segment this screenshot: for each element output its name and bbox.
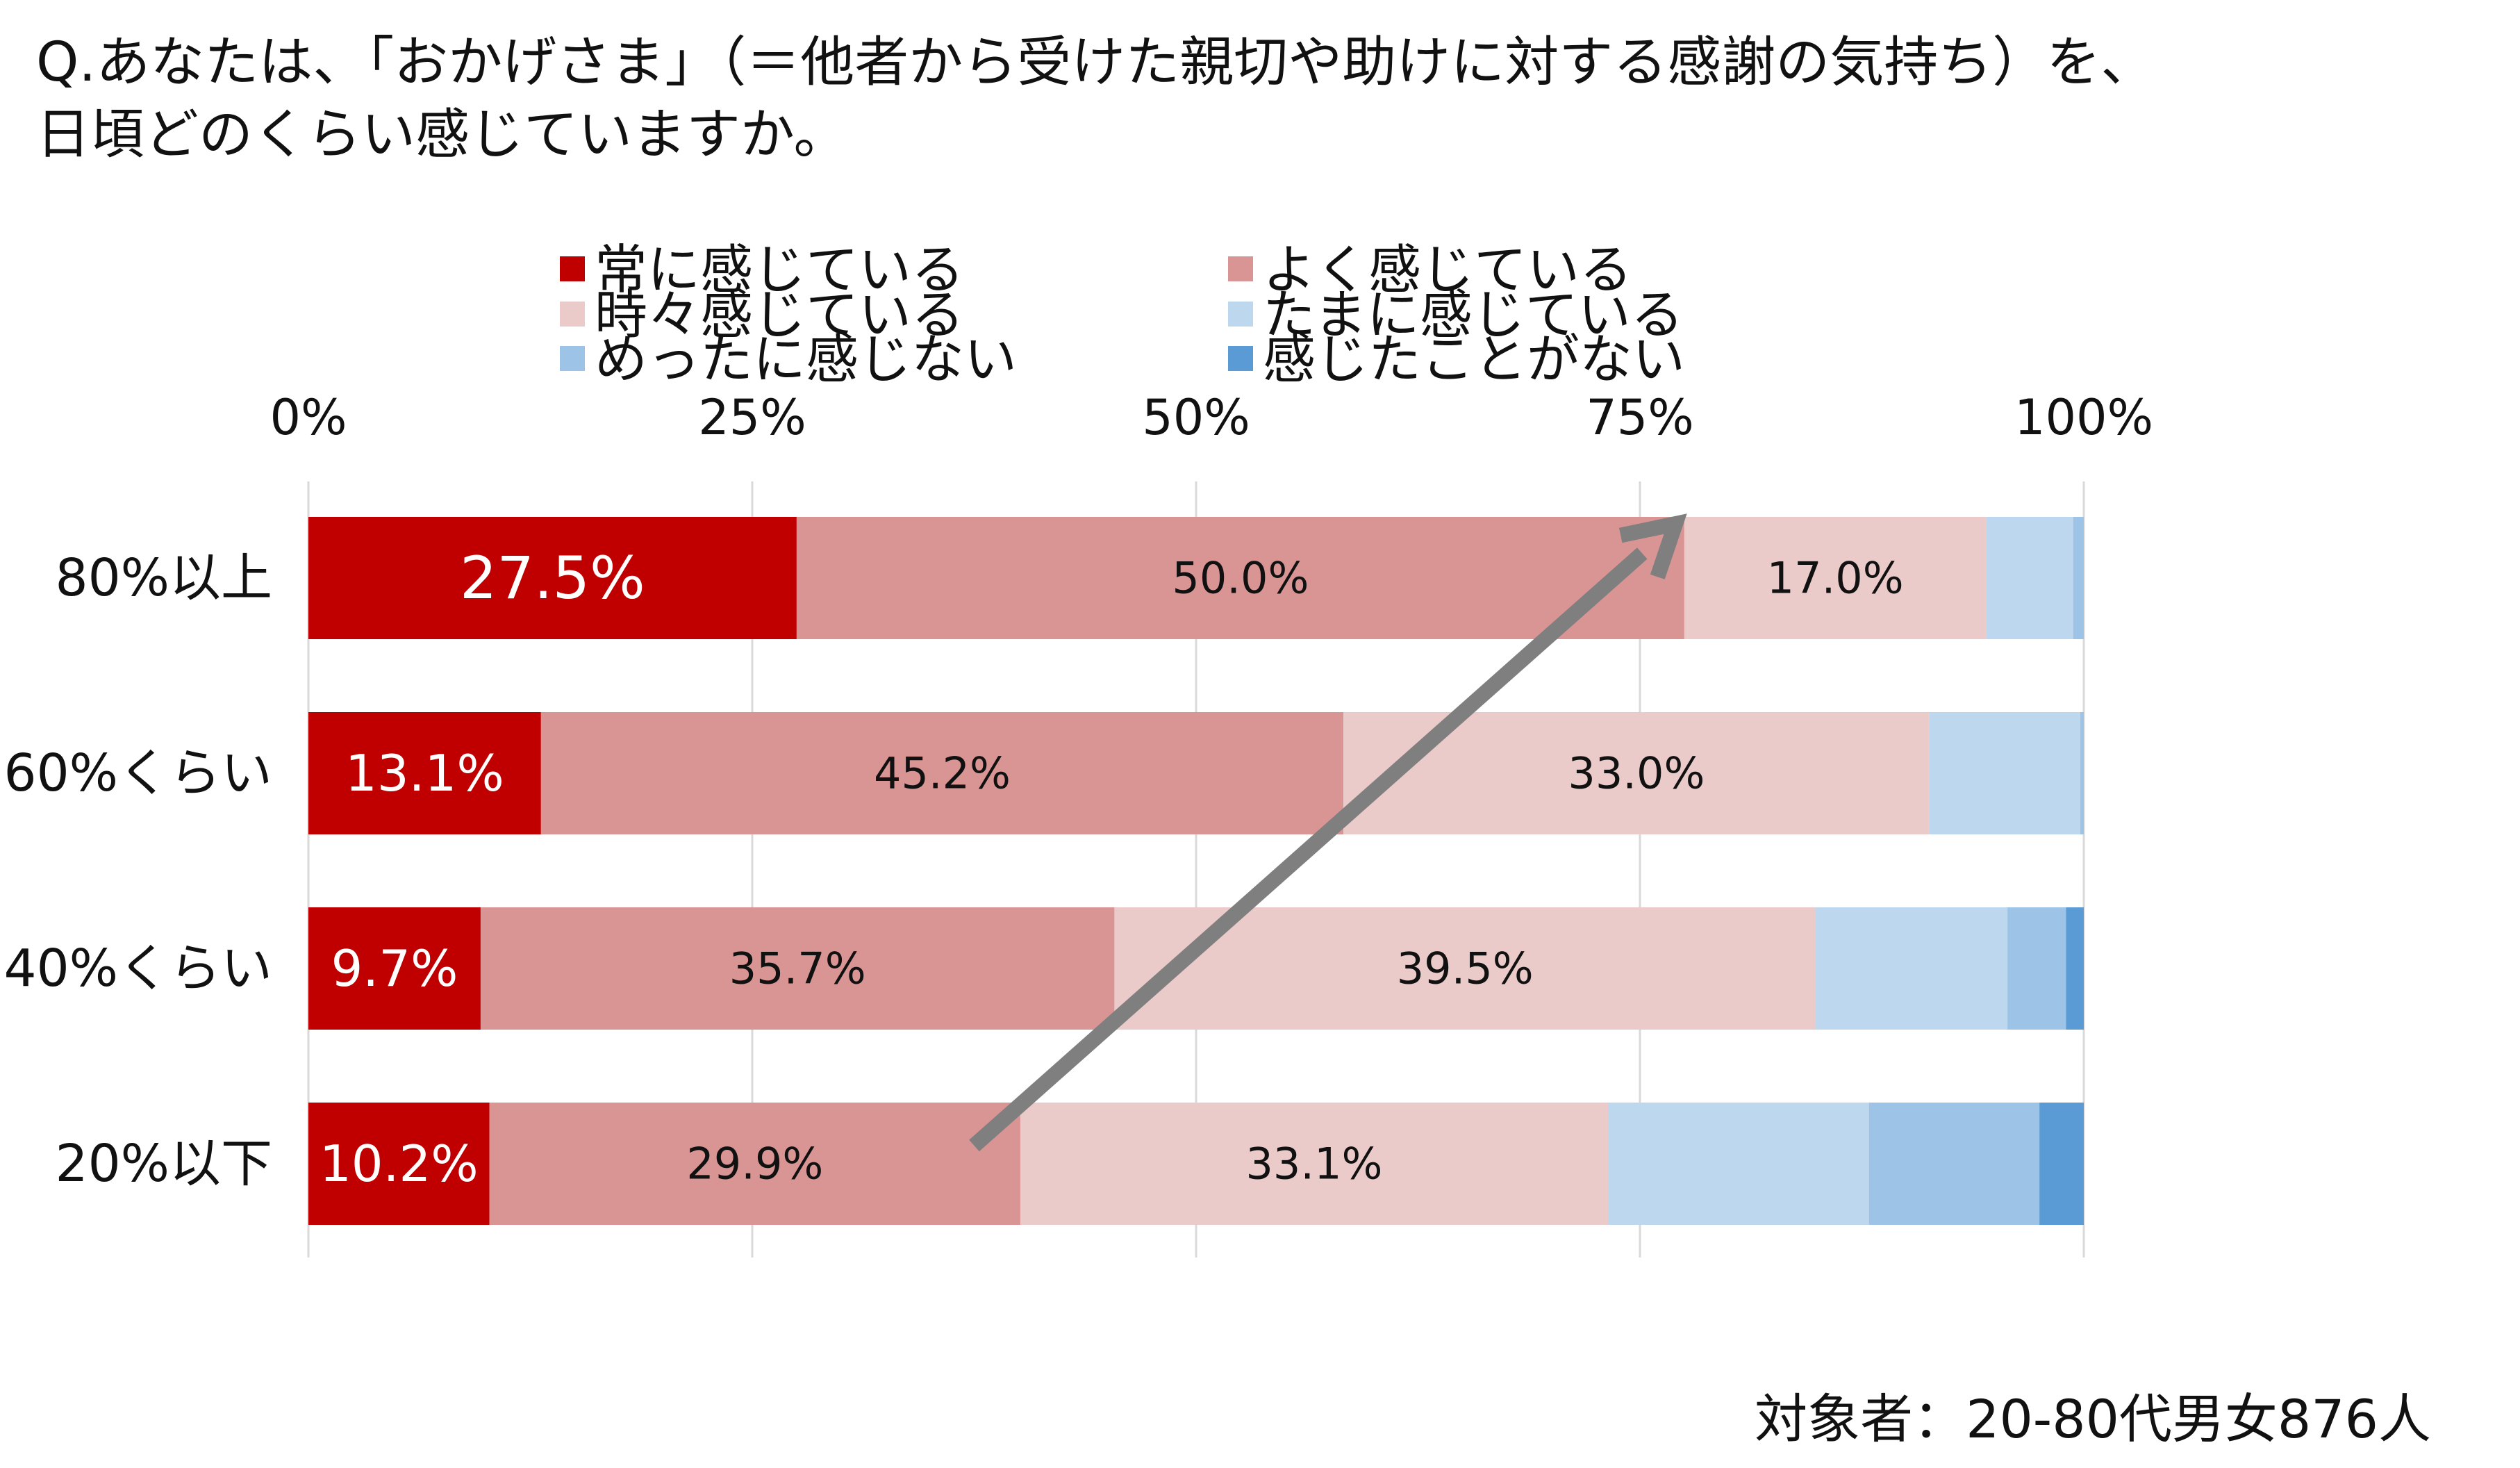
data-label-often: 35.7%: [729, 943, 866, 994]
value-labels: 27.5% 50.0% 17.0% 13.1% 45.2% 33.0% 9.7% 35.7% 3…: [320, 544, 1904, 1193]
bar-segment-always: [308, 1103, 490, 1225]
legend-label-always: 常に感じている: [595, 239, 964, 301]
data-label-sometimes: 33.0%: [1568, 748, 1705, 799]
bar-segment-occasionally: [1607, 1103, 1869, 1225]
category-label: 40%くらい: [4, 939, 272, 998]
bar-segment-rarely: [2007, 907, 2066, 1030]
legend-swatch-never: [1228, 346, 1253, 371]
bar-segment-rarely: [1868, 1103, 2040, 1225]
x-axis-ticks: 0% 25% 50% 75% 100%: [270, 389, 2153, 446]
category-labels: 80%以上 60%くらい 40%くらい 20%以下: [4, 548, 272, 1194]
legend-label-rarely: めったに感じない: [595, 329, 1017, 390]
bar-segment-often: [540, 712, 1344, 834]
bar-segment-never: [2066, 907, 2084, 1030]
data-label-sometimes: 33.1%: [1245, 1139, 1382, 1189]
x-tick-label: 25%: [698, 389, 806, 446]
bar-segment-occasionally: [1816, 907, 2008, 1030]
legend-item-often: よく感じている: [1228, 239, 1632, 301]
data-label-sometimes: 17.0%: [1767, 553, 1904, 604]
question-line-2: 日頃どのくらい感じていますか。: [36, 104, 848, 166]
legend-item-never: 感じたことがない: [1228, 329, 1685, 390]
trend-arrow: [969, 513, 1687, 1152]
bar-segment-rarely: [2080, 712, 2084, 834]
x-tick-label: 100%: [2014, 389, 2153, 446]
data-label-often: 45.2%: [874, 748, 1011, 799]
legend-label-occasionally: たまに感じている: [1263, 284, 1684, 346]
bar-segment-occasionally: [1986, 517, 2073, 639]
data-label-often: 50.0%: [1172, 553, 1309, 604]
legend-swatch-sometimes: [560, 302, 585, 327]
legend-label-often: よく感じている: [1263, 239, 1632, 301]
trend-arrow-head: [1618, 513, 1687, 579]
category-label: 20%以下: [56, 1134, 272, 1194]
bar-segment-sometimes: [1020, 1103, 1608, 1225]
question-title: Q.あなたは、「おかげさま」（＝他者から受けた親切や助けに対する感謝の気持ち）を…: [36, 26, 2155, 171]
bar-segment-often: [480, 907, 1115, 1030]
data-label-often: 29.9%: [686, 1139, 823, 1189]
x-tick-label: 50%: [1142, 389, 1250, 446]
bar-segment-always: [308, 907, 481, 1030]
bar-segment-occasionally: [1929, 712, 2080, 834]
legend-item-sometimes: 時々感じている: [560, 284, 964, 346]
legend-swatch-always: [560, 256, 585, 281]
legend-label-never: 感じたことがない: [1263, 329, 1685, 390]
data-label-always: 10.2%: [320, 1135, 479, 1193]
x-tick-label: 0%: [270, 389, 347, 446]
bar-segment-often: [796, 517, 1684, 639]
data-label-always: 27.5%: [460, 544, 645, 612]
sample-note: 対象者：20-80代男女876人: [1755, 1388, 2431, 1450]
data-label-always: 9.7%: [331, 939, 458, 998]
bars: [308, 517, 2084, 1225]
bar-segment-always: [308, 712, 541, 834]
trend-arrow-shaft: [969, 547, 1648, 1152]
x-tick-label: 75%: [1586, 389, 1694, 446]
legend-item-always: 常に感じている: [560, 239, 964, 301]
bar-segment-always: [308, 517, 797, 639]
data-label-always: 13.1%: [345, 744, 504, 802]
legend-item-rarely: めったに感じない: [560, 329, 1017, 390]
bar-segment-often: [489, 1103, 1020, 1225]
category-label: 80%以上: [56, 548, 272, 608]
legend-item-occasionally: たまに感じている: [1228, 284, 1684, 346]
bar-segment-never: [2039, 1103, 2084, 1225]
bar-segment-sometimes: [1684, 517, 1987, 639]
bar-segment-rarely: [2073, 517, 2084, 639]
legend-swatch-occasionally: [1228, 302, 1253, 327]
legend-label-sometimes: 時々感じている: [595, 284, 964, 346]
data-label-sometimes: 39.5%: [1397, 943, 1534, 994]
legend-swatch-rarely: [560, 346, 585, 371]
legend-swatch-often: [1228, 256, 1253, 281]
category-label: 60%くらい: [4, 743, 272, 803]
question-line-1: Q.あなたは、「おかげさま」（＝他者から受けた親切や助けに対する感謝の気持ち）を…: [36, 31, 2155, 94]
